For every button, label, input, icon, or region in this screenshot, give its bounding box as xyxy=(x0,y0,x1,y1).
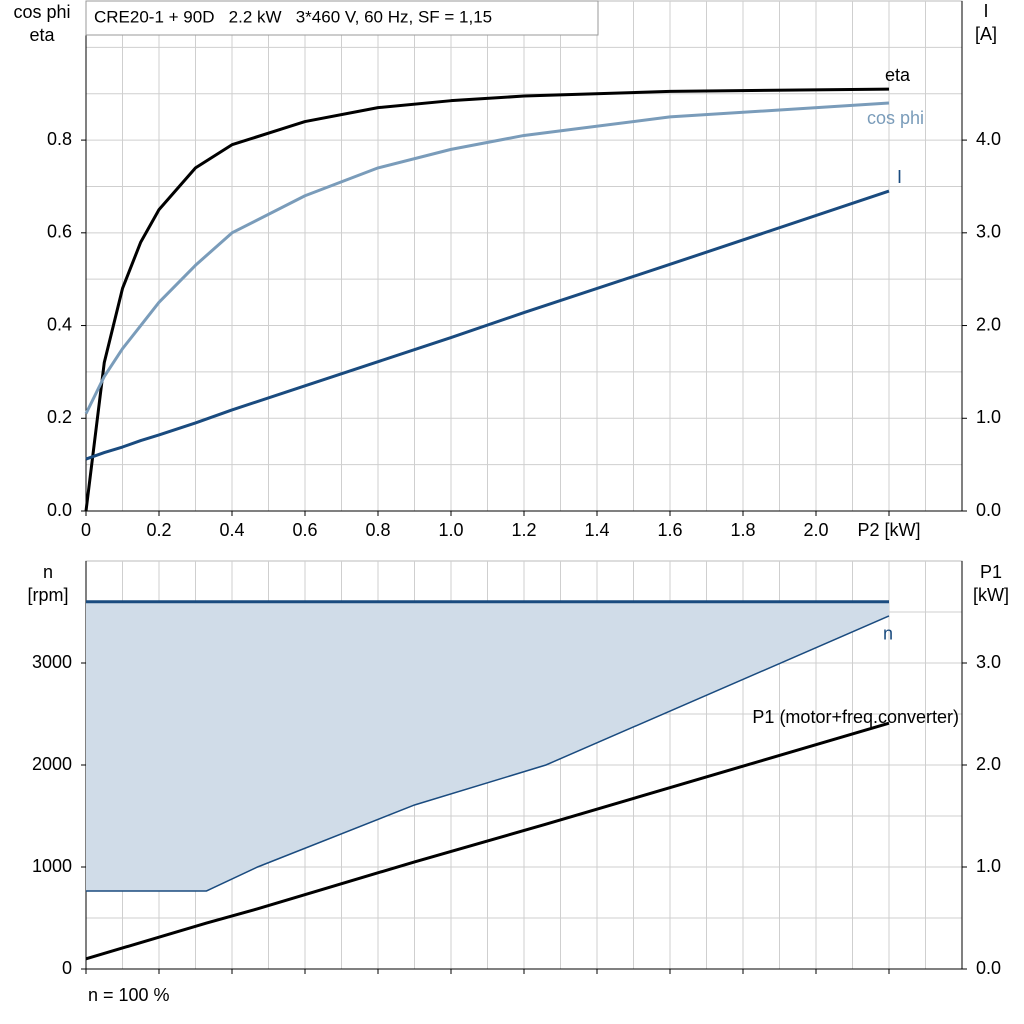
x-tick-label: 1.8 xyxy=(730,520,755,540)
axis-label: [A] xyxy=(975,24,997,44)
y2-tick-label: 1.0 xyxy=(976,407,1001,427)
x-tick-label: 0.4 xyxy=(219,520,244,540)
x-tick-label: P2 [kW] xyxy=(857,520,920,540)
series-label: cos phi xyxy=(867,108,924,128)
y-tick-label: 0.2 xyxy=(47,407,72,427)
y2-tick-label: 1.0 xyxy=(976,856,1001,876)
series-label: n xyxy=(883,624,893,644)
x-tick-label: 0 xyxy=(81,520,91,540)
y-tick-label: 2000 xyxy=(32,754,72,774)
axis-label: P1 xyxy=(980,562,1002,582)
title-box xyxy=(85,0,599,36)
y2-tick-label: 2.0 xyxy=(976,754,1001,774)
range-area xyxy=(86,601,889,891)
y2-tick-label: 0.0 xyxy=(976,958,1001,978)
note: n = 100 % xyxy=(88,985,170,1005)
series-line xyxy=(85,189,890,461)
range-min-line xyxy=(86,615,890,892)
x-tick-label: 0.2 xyxy=(146,520,171,540)
x-tick-label: 0.8 xyxy=(365,520,390,540)
y2-tick-label: 3.0 xyxy=(976,652,1001,672)
axis-label: eta xyxy=(29,25,55,45)
y-tick-label: 0.6 xyxy=(47,222,72,242)
series-line xyxy=(84,87,890,512)
x-tick-label: 1.6 xyxy=(657,520,682,540)
series-label: I xyxy=(897,167,902,187)
y-tick-label: 0.8 xyxy=(47,129,72,149)
x-tick-label: 1.4 xyxy=(584,520,609,540)
panel: 0 0.2 0.4 0.6 0.8 1.0 1.2 1.4 1.6 1.8 2.0 P2 [kW] 0.… xyxy=(13,0,1001,540)
chart-title: CRE20-1 + 90D 2.2 kW 3*460 V, 60 Hz, SF … xyxy=(94,7,492,26)
x-tick-label: 2.0 xyxy=(803,520,828,540)
series-line xyxy=(84,101,890,415)
x-tick-label: 0.6 xyxy=(292,520,317,540)
axis-label: [rpm] xyxy=(27,585,68,605)
axis-label: n xyxy=(43,562,53,582)
axis-label: [kW] xyxy=(973,585,1009,605)
axis-label: I xyxy=(983,1,988,21)
x-tick-label: 1.2 xyxy=(511,520,536,540)
x-tick-label: 1.0 xyxy=(438,520,463,540)
y-tick-label: 1000 xyxy=(32,856,72,876)
series-label: P1 (motor+freq.converter) xyxy=(752,707,959,727)
y2-tick-label: 4.0 xyxy=(976,129,1001,149)
panel: 0 1000 2000 3000 0.0 1.0 2.0 3.0 n [rpm] P1 [kW] n P1… xyxy=(27,560,1009,1005)
y2-tick-label: 2.0 xyxy=(976,314,1001,334)
y-tick-label: 0 xyxy=(62,958,72,978)
series-line xyxy=(85,721,890,961)
y-tick-label: 3000 xyxy=(32,652,72,672)
axis-label: cos phi xyxy=(13,2,70,22)
y2-tick-label: 3.0 xyxy=(976,222,1001,242)
y2-tick-label: 0.0 xyxy=(976,500,1001,520)
y-tick-label: 0.4 xyxy=(47,314,72,334)
series-label: eta xyxy=(885,65,911,85)
y-tick-label: 0.0 xyxy=(47,500,72,520)
